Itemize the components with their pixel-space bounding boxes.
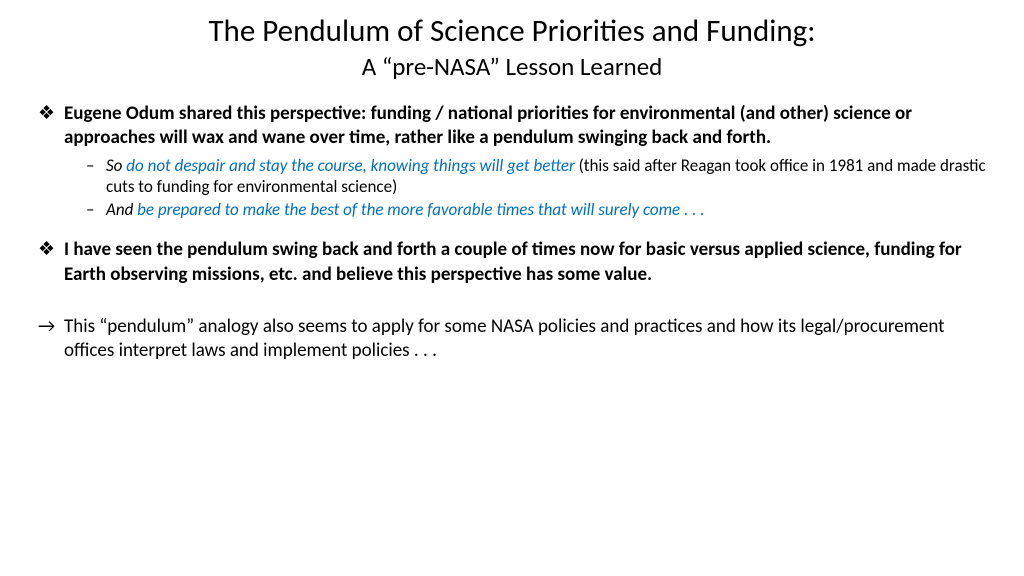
emphasis-text: do not despair and stay the course, know… bbox=[126, 155, 575, 176]
slide: The Pendulum of Science Priorities and F… bbox=[0, 0, 1024, 576]
sub-bullet-item: – So do not despair and stay the course,… bbox=[86, 155, 988, 198]
bullet-text: Eugene Odum shared this perspective: fun… bbox=[64, 102, 988, 151]
spacer bbox=[36, 291, 988, 307]
lead-text: And bbox=[106, 199, 137, 220]
lead-text: So bbox=[106, 155, 126, 176]
spacer bbox=[36, 307, 988, 315]
title-block: The Pendulum of Science Priorities and F… bbox=[36, 12, 988, 82]
spacer bbox=[36, 222, 988, 238]
sub-bullet-item: – And be prepared to make the best of th… bbox=[86, 199, 988, 220]
sub-bullet-text: And be prepared to make the best of the … bbox=[106, 199, 988, 220]
bullet-item: ❖ Eugene Odum shared this perspective: f… bbox=[36, 102, 988, 151]
title-main: The Pendulum of Science Priorities and F… bbox=[36, 12, 988, 51]
sub-bullet-text: So do not despair and stay the course, k… bbox=[106, 155, 988, 198]
arrow-bullet-item: → This “pendulum” analogy also seems to … bbox=[36, 315, 988, 364]
slide-body: ❖ Eugene Odum shared this perspective: f… bbox=[36, 102, 988, 364]
diamond-bullet-icon: ❖ bbox=[36, 102, 64, 151]
bullet-text: This “pendulum” analogy also seems to ap… bbox=[64, 315, 988, 364]
bullet-text: I have seen the pendulum swing back and … bbox=[64, 238, 988, 287]
dash-bullet-icon: – bbox=[86, 199, 106, 220]
bullet-item: ❖ I have seen the pendulum swing back an… bbox=[36, 238, 988, 287]
emphasis-text: be prepared to make the best of the more… bbox=[137, 199, 704, 220]
dash-bullet-icon: – bbox=[86, 155, 106, 198]
arrow-bullet-icon: → bbox=[36, 315, 64, 364]
diamond-bullet-icon: ❖ bbox=[36, 238, 64, 287]
title-sub: A “pre-NASA” Lesson Learned bbox=[36, 51, 988, 82]
